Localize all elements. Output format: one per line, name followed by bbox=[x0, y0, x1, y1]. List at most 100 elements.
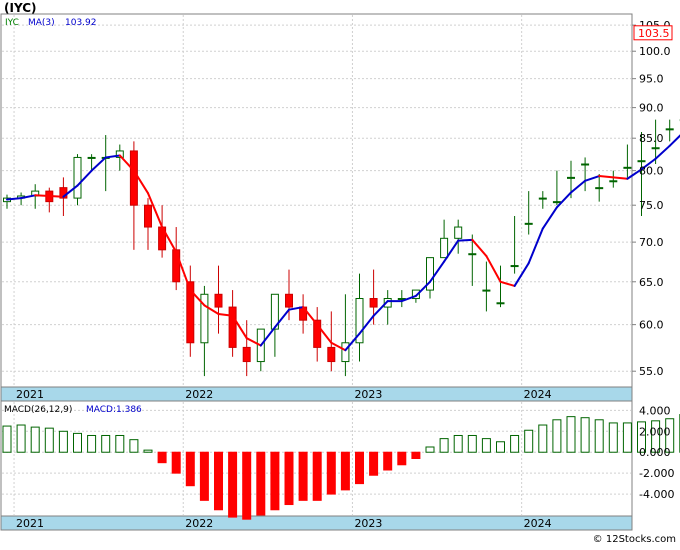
price-y-tick-label: 75.0 bbox=[639, 199, 664, 212]
macd-label: MACD(26,12,9) bbox=[4, 405, 72, 415]
macd-bar-positive bbox=[3, 426, 11, 452]
price-y-tick-label: 65.0 bbox=[639, 276, 664, 289]
macd-bar-positive bbox=[623, 423, 631, 452]
macd-bar-positive bbox=[116, 435, 124, 452]
macd-bar-negative bbox=[412, 452, 420, 458]
candle-down bbox=[229, 307, 236, 347]
candle-up bbox=[483, 290, 490, 291]
ma-segment bbox=[613, 177, 627, 178]
candle-up bbox=[568, 177, 575, 178]
macd-bar-positive bbox=[130, 440, 138, 453]
macd-x-tick-label: 2023 bbox=[354, 517, 382, 530]
macd-bar-negative bbox=[172, 452, 180, 473]
macd-bar-positive bbox=[74, 433, 82, 452]
macd-bar-positive bbox=[567, 417, 575, 453]
macd-bar-positive bbox=[553, 420, 561, 452]
candle-up bbox=[511, 266, 518, 267]
macd-bar-negative bbox=[398, 452, 406, 465]
price-y-tick-label: 55.0 bbox=[639, 365, 664, 378]
macd-bar-negative bbox=[356, 452, 364, 483]
macd-x-tick-label: 2021 bbox=[16, 517, 44, 530]
candle-down bbox=[145, 205, 152, 227]
macd-bar-positive bbox=[581, 418, 589, 453]
candle-up bbox=[610, 181, 617, 182]
candle-up bbox=[666, 129, 673, 130]
macd-y-tick-label: 2.000 bbox=[639, 425, 671, 438]
macd-bar-negative bbox=[341, 452, 349, 490]
macd-bar-positive bbox=[45, 428, 53, 452]
candle-down bbox=[215, 294, 222, 307]
macd-bar-positive bbox=[426, 447, 434, 452]
price-x-tick-label: 2023 bbox=[354, 388, 382, 401]
macd-x-tick-label: 2024 bbox=[524, 517, 552, 530]
legend-ma-value: 103.92 bbox=[65, 18, 97, 28]
macd-bar-positive bbox=[31, 427, 39, 452]
watermark: © 12Stocks.com bbox=[593, 534, 676, 545]
last-price-text: 103.5 bbox=[638, 27, 670, 40]
candle-down bbox=[130, 151, 137, 205]
candle-down bbox=[243, 347, 250, 361]
macd-y-tick-label: 4.000 bbox=[639, 404, 671, 417]
price-y-tick-label: 85.0 bbox=[639, 132, 664, 145]
macd-bar-negative bbox=[243, 452, 251, 519]
candle-up bbox=[342, 343, 349, 362]
macd-bar-negative bbox=[215, 452, 223, 510]
macd-bar-positive bbox=[144, 450, 152, 452]
macd-y-tick-label: -4.000 bbox=[639, 488, 674, 501]
candle-up bbox=[624, 167, 631, 168]
macd-bar-positive bbox=[525, 430, 533, 452]
macd-bar-positive bbox=[468, 435, 476, 452]
macd-bar-positive bbox=[88, 435, 96, 452]
macd-bar-positive bbox=[440, 439, 448, 453]
price-y-tick-label: 95.0 bbox=[639, 73, 664, 86]
macd-value-label: MACD:1.386 bbox=[86, 405, 142, 415]
macd-bar-negative bbox=[370, 452, 378, 475]
macd-bar-negative bbox=[327, 452, 335, 494]
macd-bar-negative bbox=[257, 452, 265, 515]
candle-up bbox=[525, 223, 532, 224]
macd-bar-positive bbox=[482, 439, 490, 453]
ma-segment bbox=[35, 195, 49, 196]
candle-up bbox=[74, 157, 81, 198]
candle-up bbox=[596, 188, 603, 189]
macd-bar-positive bbox=[59, 431, 67, 452]
macd-bar-negative bbox=[229, 452, 237, 517]
ma-segment bbox=[7, 198, 21, 199]
macd-bar-positive bbox=[539, 425, 547, 452]
candle-down bbox=[286, 294, 293, 307]
ma-segment bbox=[599, 176, 613, 177]
macd-bar-negative bbox=[384, 452, 392, 470]
ma-segment bbox=[458, 240, 472, 241]
macd-bar-positive bbox=[17, 425, 25, 452]
macd-bar-positive bbox=[497, 442, 505, 452]
macd-bar-negative bbox=[285, 452, 293, 504]
last-price-tag: 103.5 bbox=[634, 26, 672, 40]
candle-up bbox=[469, 254, 476, 255]
macd-bar-positive bbox=[595, 420, 603, 452]
price-x-tick-label: 2021 bbox=[16, 388, 44, 401]
macd-bar-positive bbox=[454, 435, 462, 452]
price-x-tick-label: 2024 bbox=[524, 388, 552, 401]
candle-down bbox=[328, 347, 335, 361]
candle-up bbox=[497, 303, 504, 304]
macd-bar-positive bbox=[511, 435, 519, 452]
price-x-tick-label: 2022 bbox=[185, 388, 213, 401]
macd-y-tick-label: 0.000 bbox=[639, 446, 671, 459]
price-y-tick-label: 70.0 bbox=[639, 236, 664, 249]
legend-ma-label: MA(3) bbox=[28, 18, 55, 28]
macd-bar-positive bbox=[102, 435, 110, 452]
macd-bar-negative bbox=[271, 452, 279, 510]
candle-up bbox=[638, 161, 645, 162]
legend-symbol: IYC bbox=[5, 18, 19, 28]
candle-up bbox=[553, 202, 560, 203]
candle-up bbox=[539, 198, 546, 199]
candle-up bbox=[455, 227, 462, 238]
candle-up bbox=[88, 157, 95, 158]
macd-bar-positive bbox=[609, 423, 617, 452]
candle-up bbox=[582, 164, 589, 165]
price-y-tick-label: 80.0 bbox=[639, 165, 664, 178]
macd-bar-negative bbox=[186, 452, 194, 485]
macd-bar-negative bbox=[313, 452, 321, 500]
